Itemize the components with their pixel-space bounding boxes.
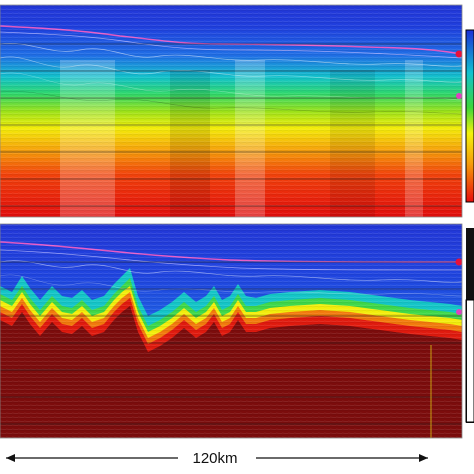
top-velocity-section [0,5,462,217]
bottom-panel-red-marker [455,258,462,266]
bottom-panel-magenta-marker [456,309,462,315]
scale-bar-left-arrowhead [6,454,15,462]
horizontal-scale-bar: 120km [6,450,428,467]
top-colorbar [465,29,474,203]
bottom-panel-depth-lines [0,261,462,425]
top-panel-depth-lines [0,43,462,207]
top-panel-frame [0,4,463,218]
bottom-panel-frame [0,223,463,439]
scale-bar-label: 120km [192,450,237,467]
scale-bar-right-arrowhead [419,454,428,462]
top-panel-red-marker [455,50,462,58]
top-panel-magenta-marker [456,93,462,99]
bottom-panel-texture [0,224,462,438]
bottom-velocity-section [0,224,462,438]
top-panel-texture [0,5,462,217]
bottom-colorbar [465,228,474,423]
